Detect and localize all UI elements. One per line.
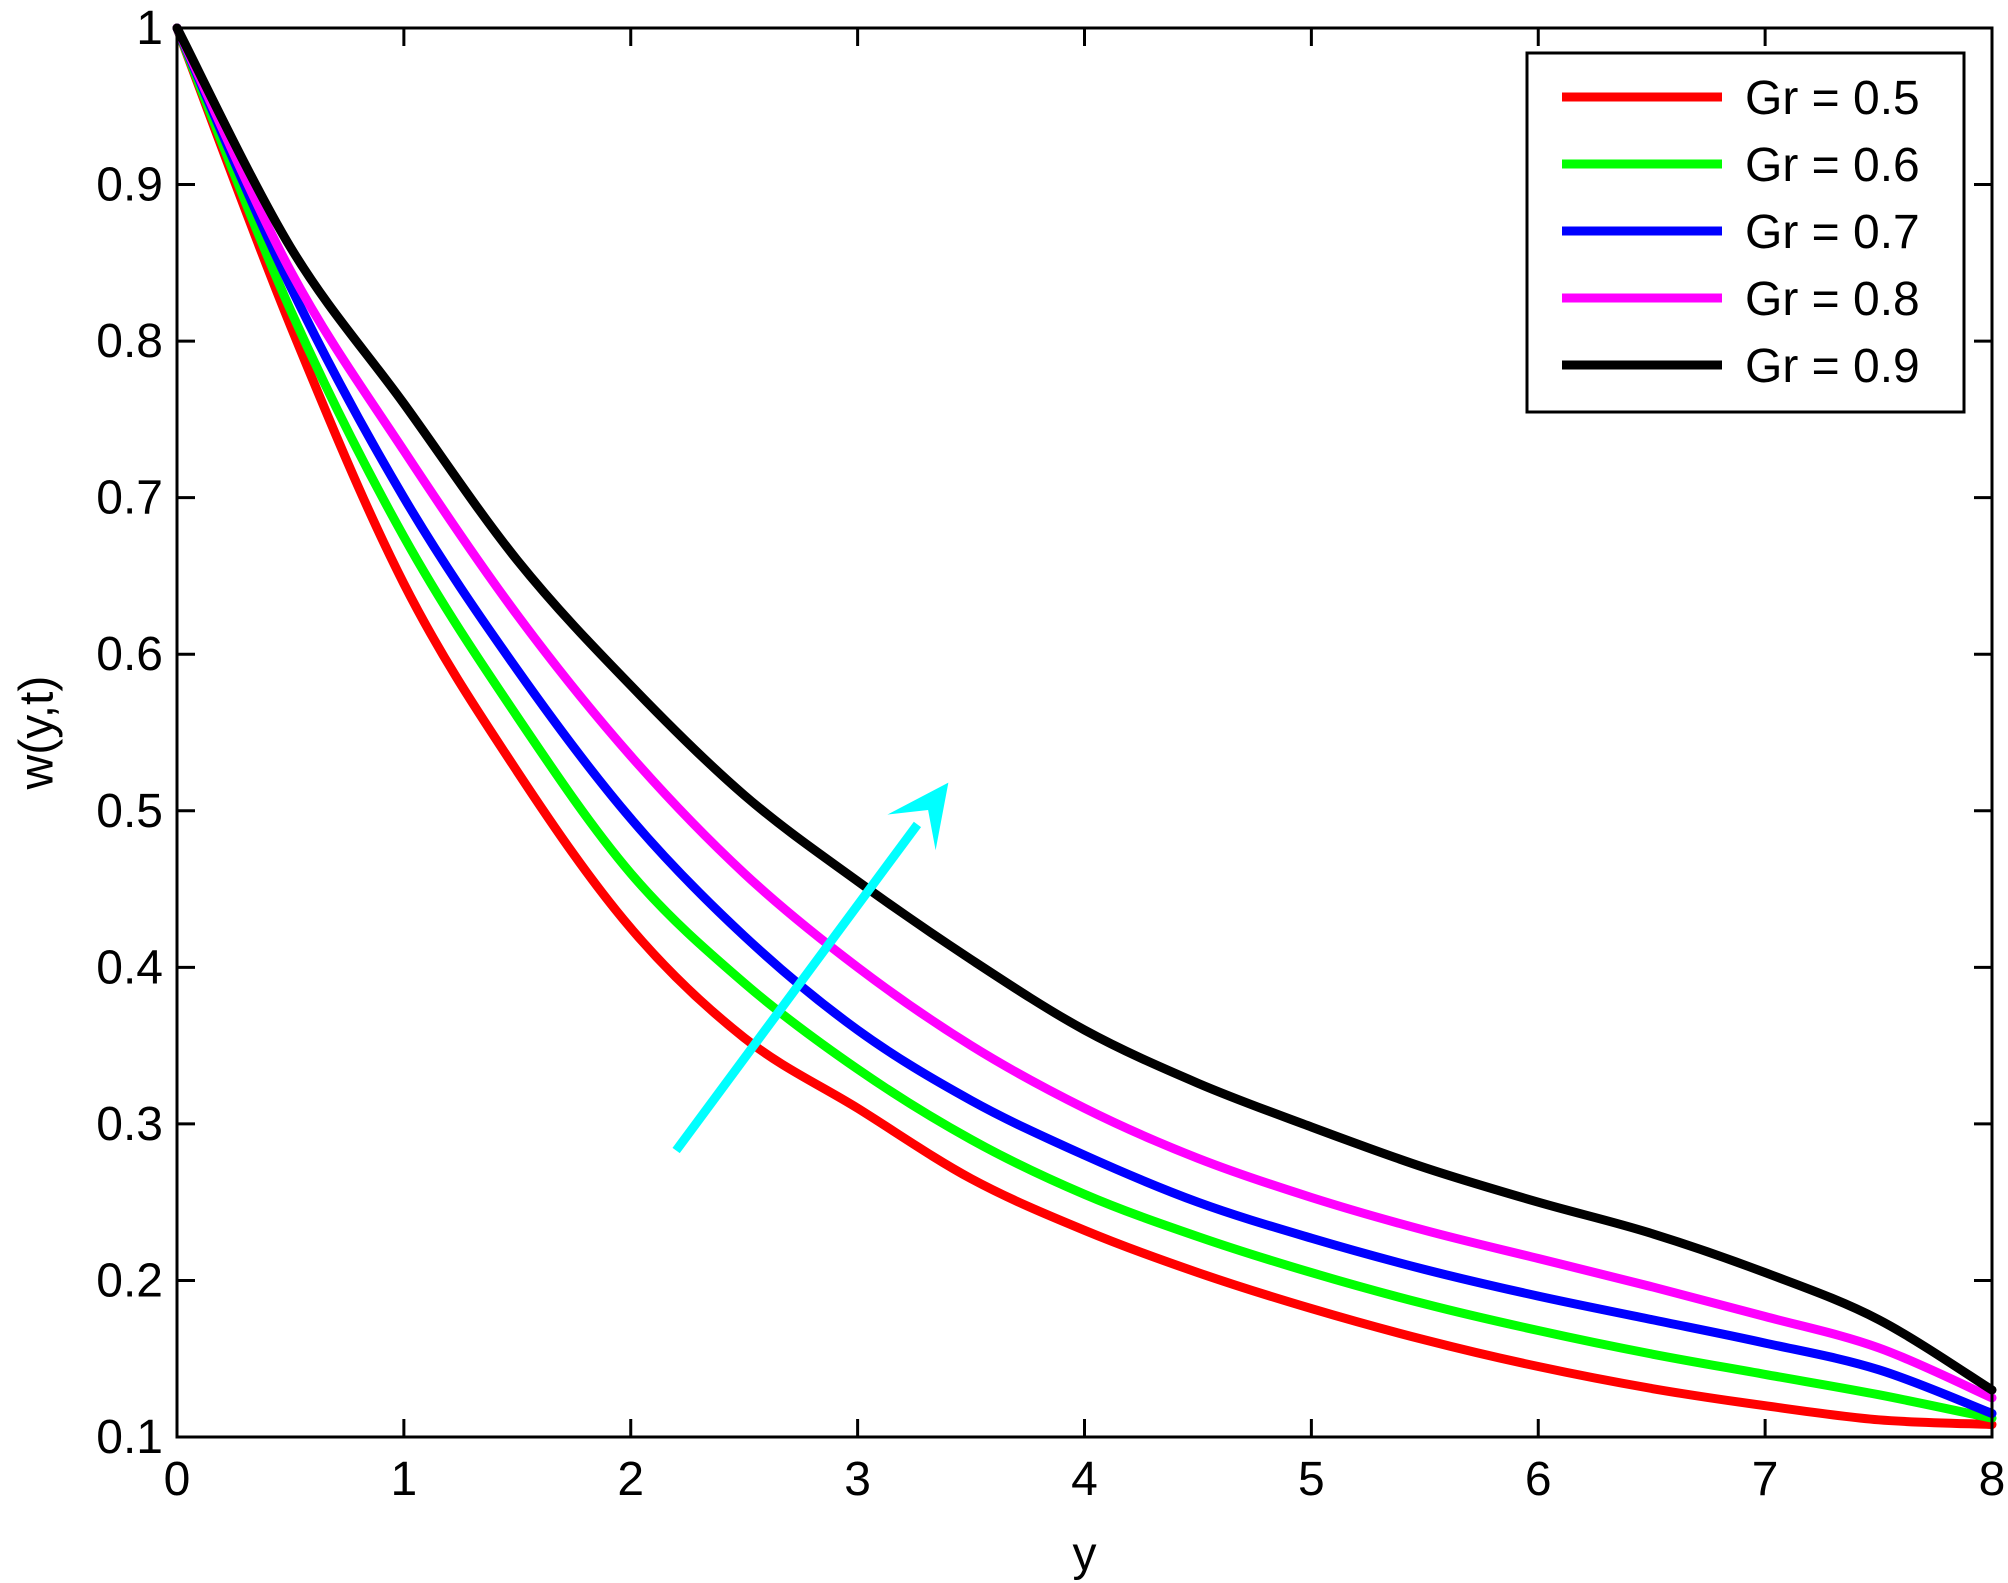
- legend: Gr = 0.5 Gr = 0.6 Gr = 0.7 Gr = 0.8 Gr = 0.9: [1525, 51, 1966, 414]
- series-line-3: [172, 23, 1997, 1418]
- legend-label: Gr = 0.8: [1745, 273, 1920, 326]
- legend-label: Gr = 0.7: [1745, 206, 1920, 259]
- annotation-layer: [672, 782, 949, 1154]
- y-tick-label: 0.4: [96, 941, 163, 994]
- trend-arrow-shaft: [672, 821, 922, 1154]
- y-tick-label: 0.3: [96, 1098, 163, 1151]
- x-tick-label: 4: [1071, 1453, 1098, 1506]
- trend-arrow-head: [887, 782, 949, 851]
- series-layer: [172, 23, 1997, 1429]
- x-tick-label: 5: [1298, 1453, 1325, 1506]
- legend-label: Gr = 0.5: [1745, 72, 1920, 125]
- legend-label: Gr = 0.9: [1745, 340, 1920, 393]
- y-tick-label: 0.8: [96, 315, 163, 368]
- ticks-layer: 0 1 2 3 4 5 6 7 8 0.1 0.2 0.3 0.4 0.5 0.6 0.7 0.8 0.9 1: [96, 2, 2005, 1506]
- x-tick-label: 1: [391, 1453, 418, 1506]
- x-tick-label: 2: [617, 1453, 644, 1506]
- x-tick-label: 3: [844, 1453, 871, 1506]
- legend-label: Gr = 0.6: [1745, 139, 1920, 192]
- plot-frame: [175, 26, 1994, 1439]
- series-line-1: [172, 23, 1997, 1429]
- series-line-2: [172, 23, 1997, 1423]
- y-tick-label: 0.9: [96, 159, 163, 212]
- y-tick-label: 0.2: [96, 1254, 163, 1307]
- x-tick-label: 8: [1979, 1453, 2006, 1506]
- x-tick-label: 7: [1752, 1453, 1779, 1506]
- y-tick-label: 0.1: [96, 1411, 163, 1464]
- y-tick-label: 1: [136, 2, 163, 55]
- y-axis-title: w(y,t): [11, 676, 64, 791]
- x-tick-label: 0: [164, 1453, 191, 1506]
- y-tick-label: 0.6: [96, 628, 163, 681]
- y-tick-label: 0.5: [96, 785, 163, 838]
- x-tick-label: 6: [1525, 1453, 1552, 1506]
- x-axis-title: y: [1073, 1528, 1097, 1581]
- y-tick-label: 0.7: [96, 472, 163, 525]
- series-line-5: [172, 23, 1997, 1395]
- series-line-4: [172, 23, 1997, 1403]
